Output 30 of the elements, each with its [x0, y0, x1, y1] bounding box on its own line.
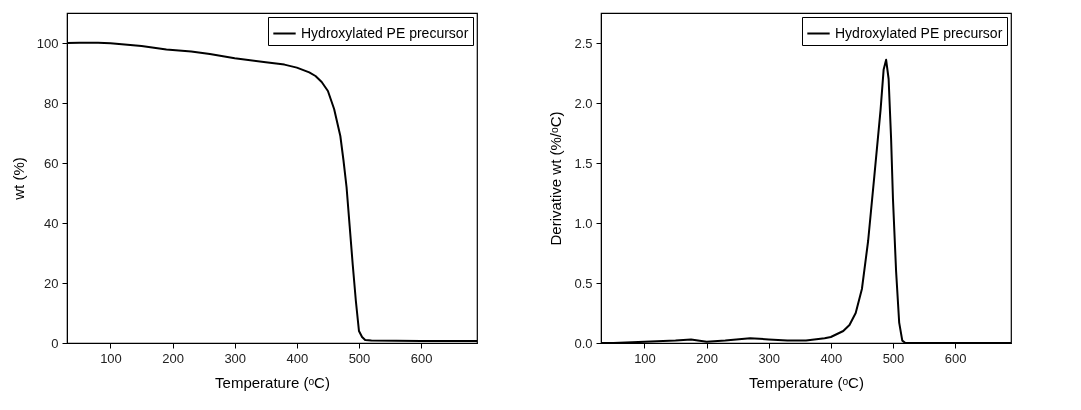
x-tick-label: 500	[348, 350, 371, 366]
y-tick-label: 100	[36, 35, 59, 51]
x-tick-label: 500	[882, 350, 905, 366]
x-axis-title: Temperature (ᵒC)	[749, 373, 864, 391]
x-axis-title: Temperature (ᵒC)	[215, 373, 330, 391]
x-tick-label: 200	[162, 350, 184, 366]
y-tick-label: 0	[51, 335, 59, 351]
x-tick-label: 600	[410, 350, 433, 366]
y-tick-label: 0.0	[574, 335, 593, 351]
x-tick-label: 200	[696, 350, 718, 366]
y-tick-label: 1.0	[574, 215, 593, 231]
legend-label: Hydroxylated PE precursor	[301, 24, 469, 41]
y-tick-label: 60	[44, 155, 59, 171]
x-tick-label: 100	[100, 350, 122, 366]
x-tick-label: 400	[820, 350, 843, 366]
y-tick-label: 2.5	[574, 35, 593, 51]
y-axis-title: Derivative wt (%/ᵒC)	[547, 111, 565, 246]
y-axis-title: wt (%)	[9, 157, 27, 201]
legend-label: Hydroxylated PE precursor	[835, 24, 1003, 41]
x-tick-label: 400	[286, 350, 309, 366]
x-tick-label: 300	[224, 350, 247, 366]
y-tick-label: 40	[44, 215, 59, 231]
y-tick-label: 20	[44, 275, 59, 291]
y-tick-label: 80	[44, 95, 59, 111]
y-tick-label: 0.5	[574, 275, 593, 291]
x-tick-label: 600	[944, 350, 967, 366]
x-tick-label: 100	[634, 350, 656, 366]
y-tick-label: 2.0	[574, 95, 593, 111]
y-tick-label: 1.5	[574, 155, 593, 171]
x-tick-label: 300	[758, 350, 781, 366]
